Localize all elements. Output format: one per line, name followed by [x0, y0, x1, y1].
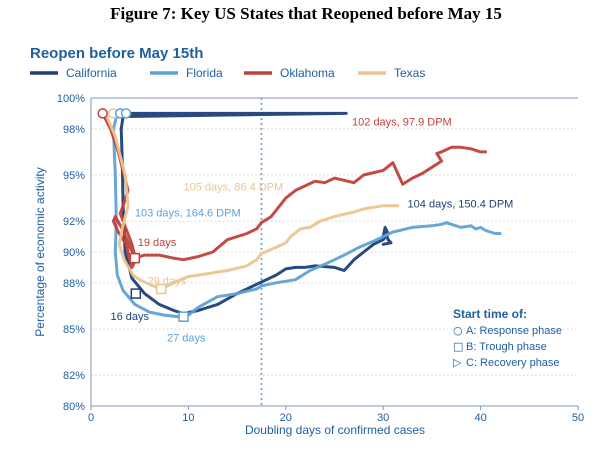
chart-title: Reopen before May 15th: [30, 45, 203, 62]
series-layer: [101, 111, 502, 319]
y-tick-label: 80%: [63, 401, 85, 413]
x-axis-label: Doubling days of confirmed cases: [245, 423, 425, 437]
response-phase-marker: [97, 108, 108, 119]
legend-label: Oklahoma: [280, 66, 335, 80]
start-time-legend-symbol: ▷: [453, 356, 462, 369]
start-time-legend: Start time of: ○ A: Response phase□ B: Trou…: [453, 307, 562, 369]
figure-caption: Figure 7: Key US States that Reopened be…: [110, 4, 502, 23]
series-line-california: [119, 111, 393, 316]
start-time-legend-label: C: Recovery phase: [466, 357, 560, 369]
trough-phase-marker: [178, 311, 189, 322]
series-line-texas: [104, 111, 400, 291]
y-tick-label: 100%: [57, 93, 85, 105]
y-tick-label: 95%: [63, 170, 85, 182]
annotation-label: 103 days, 164.6 DPM: [135, 208, 241, 220]
legend: California Florida Oklahoma Texas: [30, 66, 425, 80]
y-tick-label: 88%: [63, 278, 85, 290]
y-tick-label: 82%: [63, 370, 85, 382]
start-time-legend-symbol: □: [453, 340, 463, 353]
annotation-label: 102 days, 97.9 DPM: [352, 117, 452, 129]
annotation-label: 29 days: [147, 275, 186, 287]
y-tick-label: 90%: [63, 247, 85, 259]
x-tick-label: 20: [280, 412, 292, 424]
grid: 80% 82% 85% 88% 90% 92% 95% 98% 100%: [57, 93, 578, 413]
response-phase-marker: [120, 108, 132, 119]
phase-markers: [97, 108, 189, 322]
legend-label: California: [66, 66, 117, 80]
x-tick-label: 30: [377, 412, 389, 424]
start-time-legend-title: Start time of:: [453, 307, 527, 321]
trough-phase-marker: [130, 288, 142, 299]
legend-label: Florida: [186, 66, 223, 80]
annotation-label: 105 days, 86.4 DPM: [184, 181, 284, 193]
trough-phase-marker: [129, 252, 141, 264]
annotations: 102 days, 97.9 DPM 105 days, 86.4 DPM 103 …: [110, 117, 513, 345]
annotation-label: 27 days: [167, 332, 206, 344]
annotation-label: 16 days: [110, 311, 149, 323]
trough-phase-marker: [155, 283, 167, 295]
annotation-label: 19 days: [138, 237, 177, 249]
y-axis-label: Percentage of economic activity: [33, 167, 47, 336]
x-tick-label: 0: [88, 412, 94, 424]
legend-label: Texas: [394, 66, 425, 80]
y-tick-label: 85%: [63, 324, 85, 336]
x-tick-label: 10: [182, 412, 194, 424]
y-tick-label: 98%: [63, 124, 85, 136]
series-line-florida: [111, 111, 502, 319]
axes: 0 10 20 30 40 50: [88, 97, 584, 424]
start-time-legend-symbol: ○: [453, 324, 463, 337]
start-time-legend-label: B: Trough phase: [466, 341, 547, 353]
y-tick-label: 92%: [63, 216, 85, 228]
x-tick-label: 40: [474, 412, 486, 424]
start-time-legend-label: A: Response phase: [466, 325, 562, 337]
annotation-label: 104 days, 150.4 DPM: [408, 198, 514, 210]
x-tick-label: 50: [572, 412, 584, 424]
series-line-oklahoma: [101, 111, 487, 269]
